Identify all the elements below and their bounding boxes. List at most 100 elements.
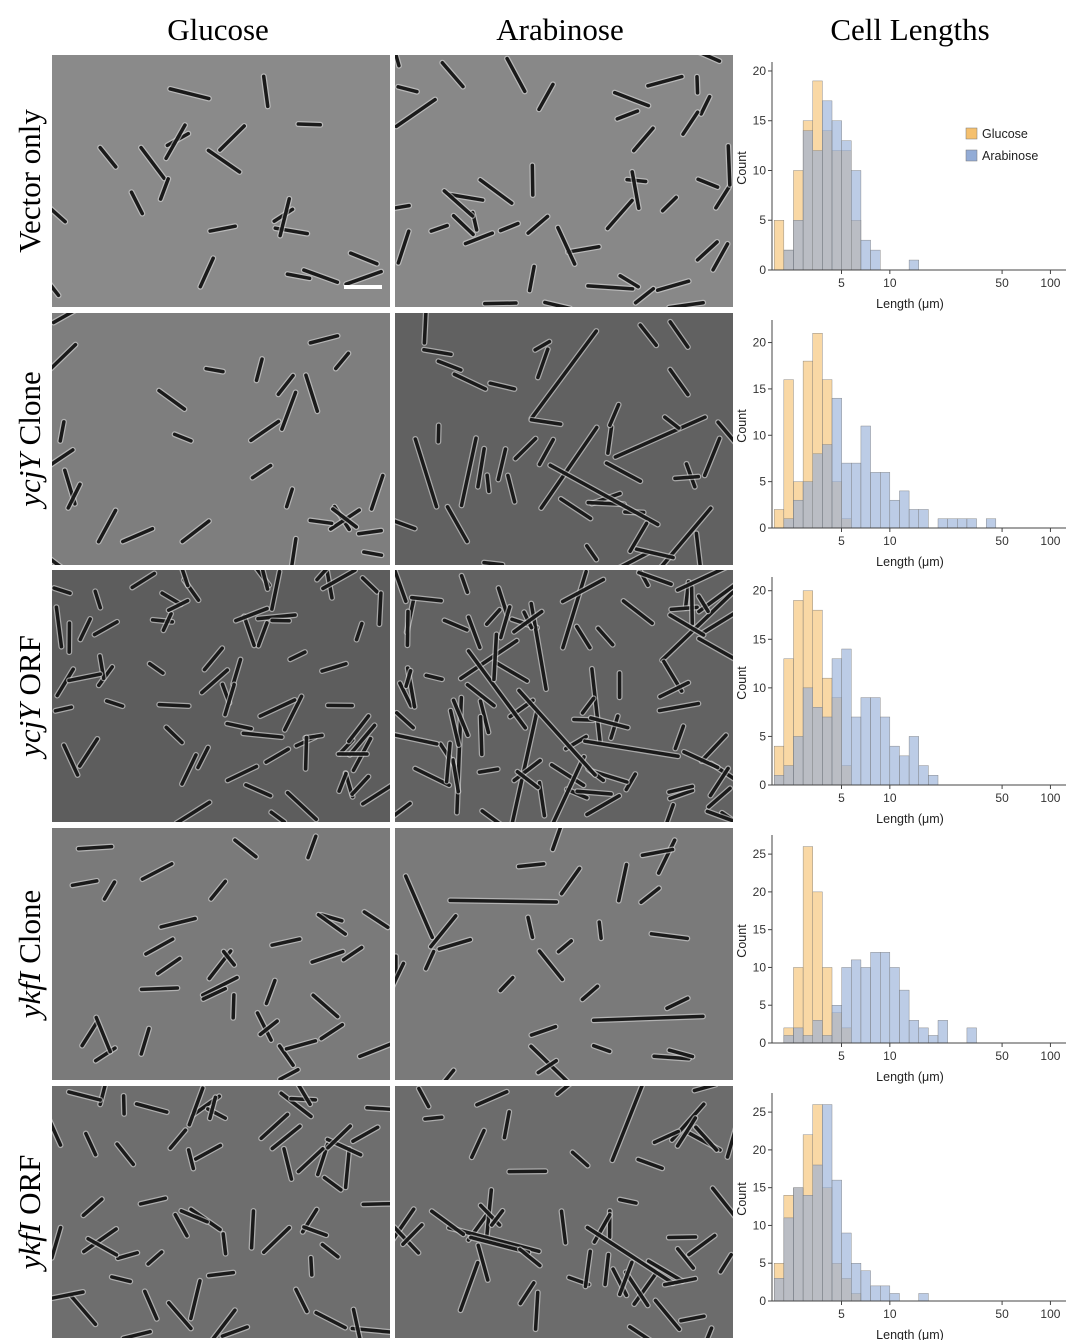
y-tick-label: 0 (759, 521, 766, 535)
cell (652, 1054, 691, 1061)
cell (533, 1290, 540, 1331)
histogram-bar (908, 736, 919, 786)
x-axis-label: Length (μm) (876, 297, 944, 311)
row-label: ycjY Clone (12, 371, 47, 509)
cell (180, 570, 190, 588)
cell (255, 1011, 273, 1042)
histogram-bar (793, 499, 804, 529)
cell (221, 949, 236, 967)
histogram-bar (831, 120, 842, 271)
cell (361, 1201, 390, 1207)
cell (110, 1275, 132, 1284)
column-header: Glucose (167, 12, 269, 47)
cell (618, 274, 640, 289)
cell (52, 586, 72, 595)
cell (138, 1196, 168, 1206)
histogram-bar (860, 1270, 871, 1302)
cell (369, 473, 385, 511)
cell (529, 1024, 558, 1037)
x-axis-label: Length (μm) (876, 555, 944, 569)
cell (242, 614, 256, 648)
cell (442, 189, 475, 218)
cell (657, 701, 701, 713)
cell (258, 1019, 279, 1037)
cell (326, 1124, 352, 1150)
cell (673, 724, 686, 751)
cell (592, 1213, 612, 1244)
cell (395, 711, 415, 730)
histogram-bar (802, 687, 813, 786)
cell (437, 937, 473, 951)
cell (315, 570, 328, 582)
cell (279, 1091, 313, 1119)
cell (516, 862, 546, 869)
cell (290, 537, 298, 565)
column-header: Arabinose (496, 12, 623, 47)
cell (269, 810, 287, 822)
cell (166, 598, 190, 612)
y-tick-label: 5 (759, 475, 766, 489)
cell (673, 474, 701, 481)
histogram-bar (841, 462, 852, 529)
cell (157, 388, 187, 411)
cell (459, 638, 519, 681)
y-tick-label: 15 (753, 382, 767, 396)
cells (52, 1086, 390, 1338)
cell (529, 329, 599, 421)
cell (134, 1102, 169, 1114)
cell (639, 886, 661, 905)
x-tick-label: 10 (883, 276, 897, 290)
cell (204, 366, 225, 374)
cell (260, 570, 270, 591)
cell (102, 880, 117, 901)
y-tick-label: 0 (759, 263, 766, 277)
cell (314, 1310, 347, 1330)
cell (610, 1086, 644, 1163)
cell (590, 667, 602, 743)
y-axis-label: Count (735, 151, 749, 185)
cell (513, 436, 538, 461)
cell (52, 1290, 85, 1300)
cell (403, 874, 435, 940)
cell (660, 506, 713, 565)
row-label-text: ORF (12, 635, 47, 695)
legend-label: Glucose (982, 127, 1028, 141)
cell (537, 82, 555, 112)
row-label-gene: ykfI (12, 970, 47, 1021)
cell (711, 242, 730, 272)
cell (422, 347, 453, 357)
histogram-bar (831, 1179, 842, 1302)
cell (296, 1147, 325, 1174)
cell (451, 214, 475, 237)
cell (442, 618, 469, 632)
histogram-bar (783, 1217, 794, 1302)
cell (341, 945, 364, 962)
cell (527, 264, 536, 293)
histogram-bar (793, 1027, 804, 1044)
cell (347, 723, 377, 757)
x-tick-label: 10 (883, 1049, 897, 1063)
x-tick-label: 5 (838, 534, 845, 548)
micrograph (395, 570, 733, 822)
cell (448, 898, 559, 904)
cell (58, 420, 66, 443)
cell (92, 620, 119, 637)
x-tick-label: 100 (1040, 1307, 1060, 1321)
cell (517, 688, 597, 777)
cell (649, 932, 690, 941)
cell (466, 649, 528, 730)
cell (410, 595, 443, 603)
cell (512, 758, 542, 783)
x-tick-label: 50 (995, 534, 1009, 548)
x-axis-label: Length (μm) (876, 1328, 944, 1340)
cell (716, 420, 733, 443)
cell (316, 912, 347, 936)
cell (603, 1252, 611, 1287)
y-tick-label: 5 (759, 998, 766, 1012)
cell (396, 229, 411, 265)
y-axis-label: Count (735, 924, 749, 958)
cell (270, 1124, 302, 1151)
cell (512, 609, 544, 634)
x-tick-label: 100 (1040, 791, 1060, 805)
cells (395, 313, 733, 565)
